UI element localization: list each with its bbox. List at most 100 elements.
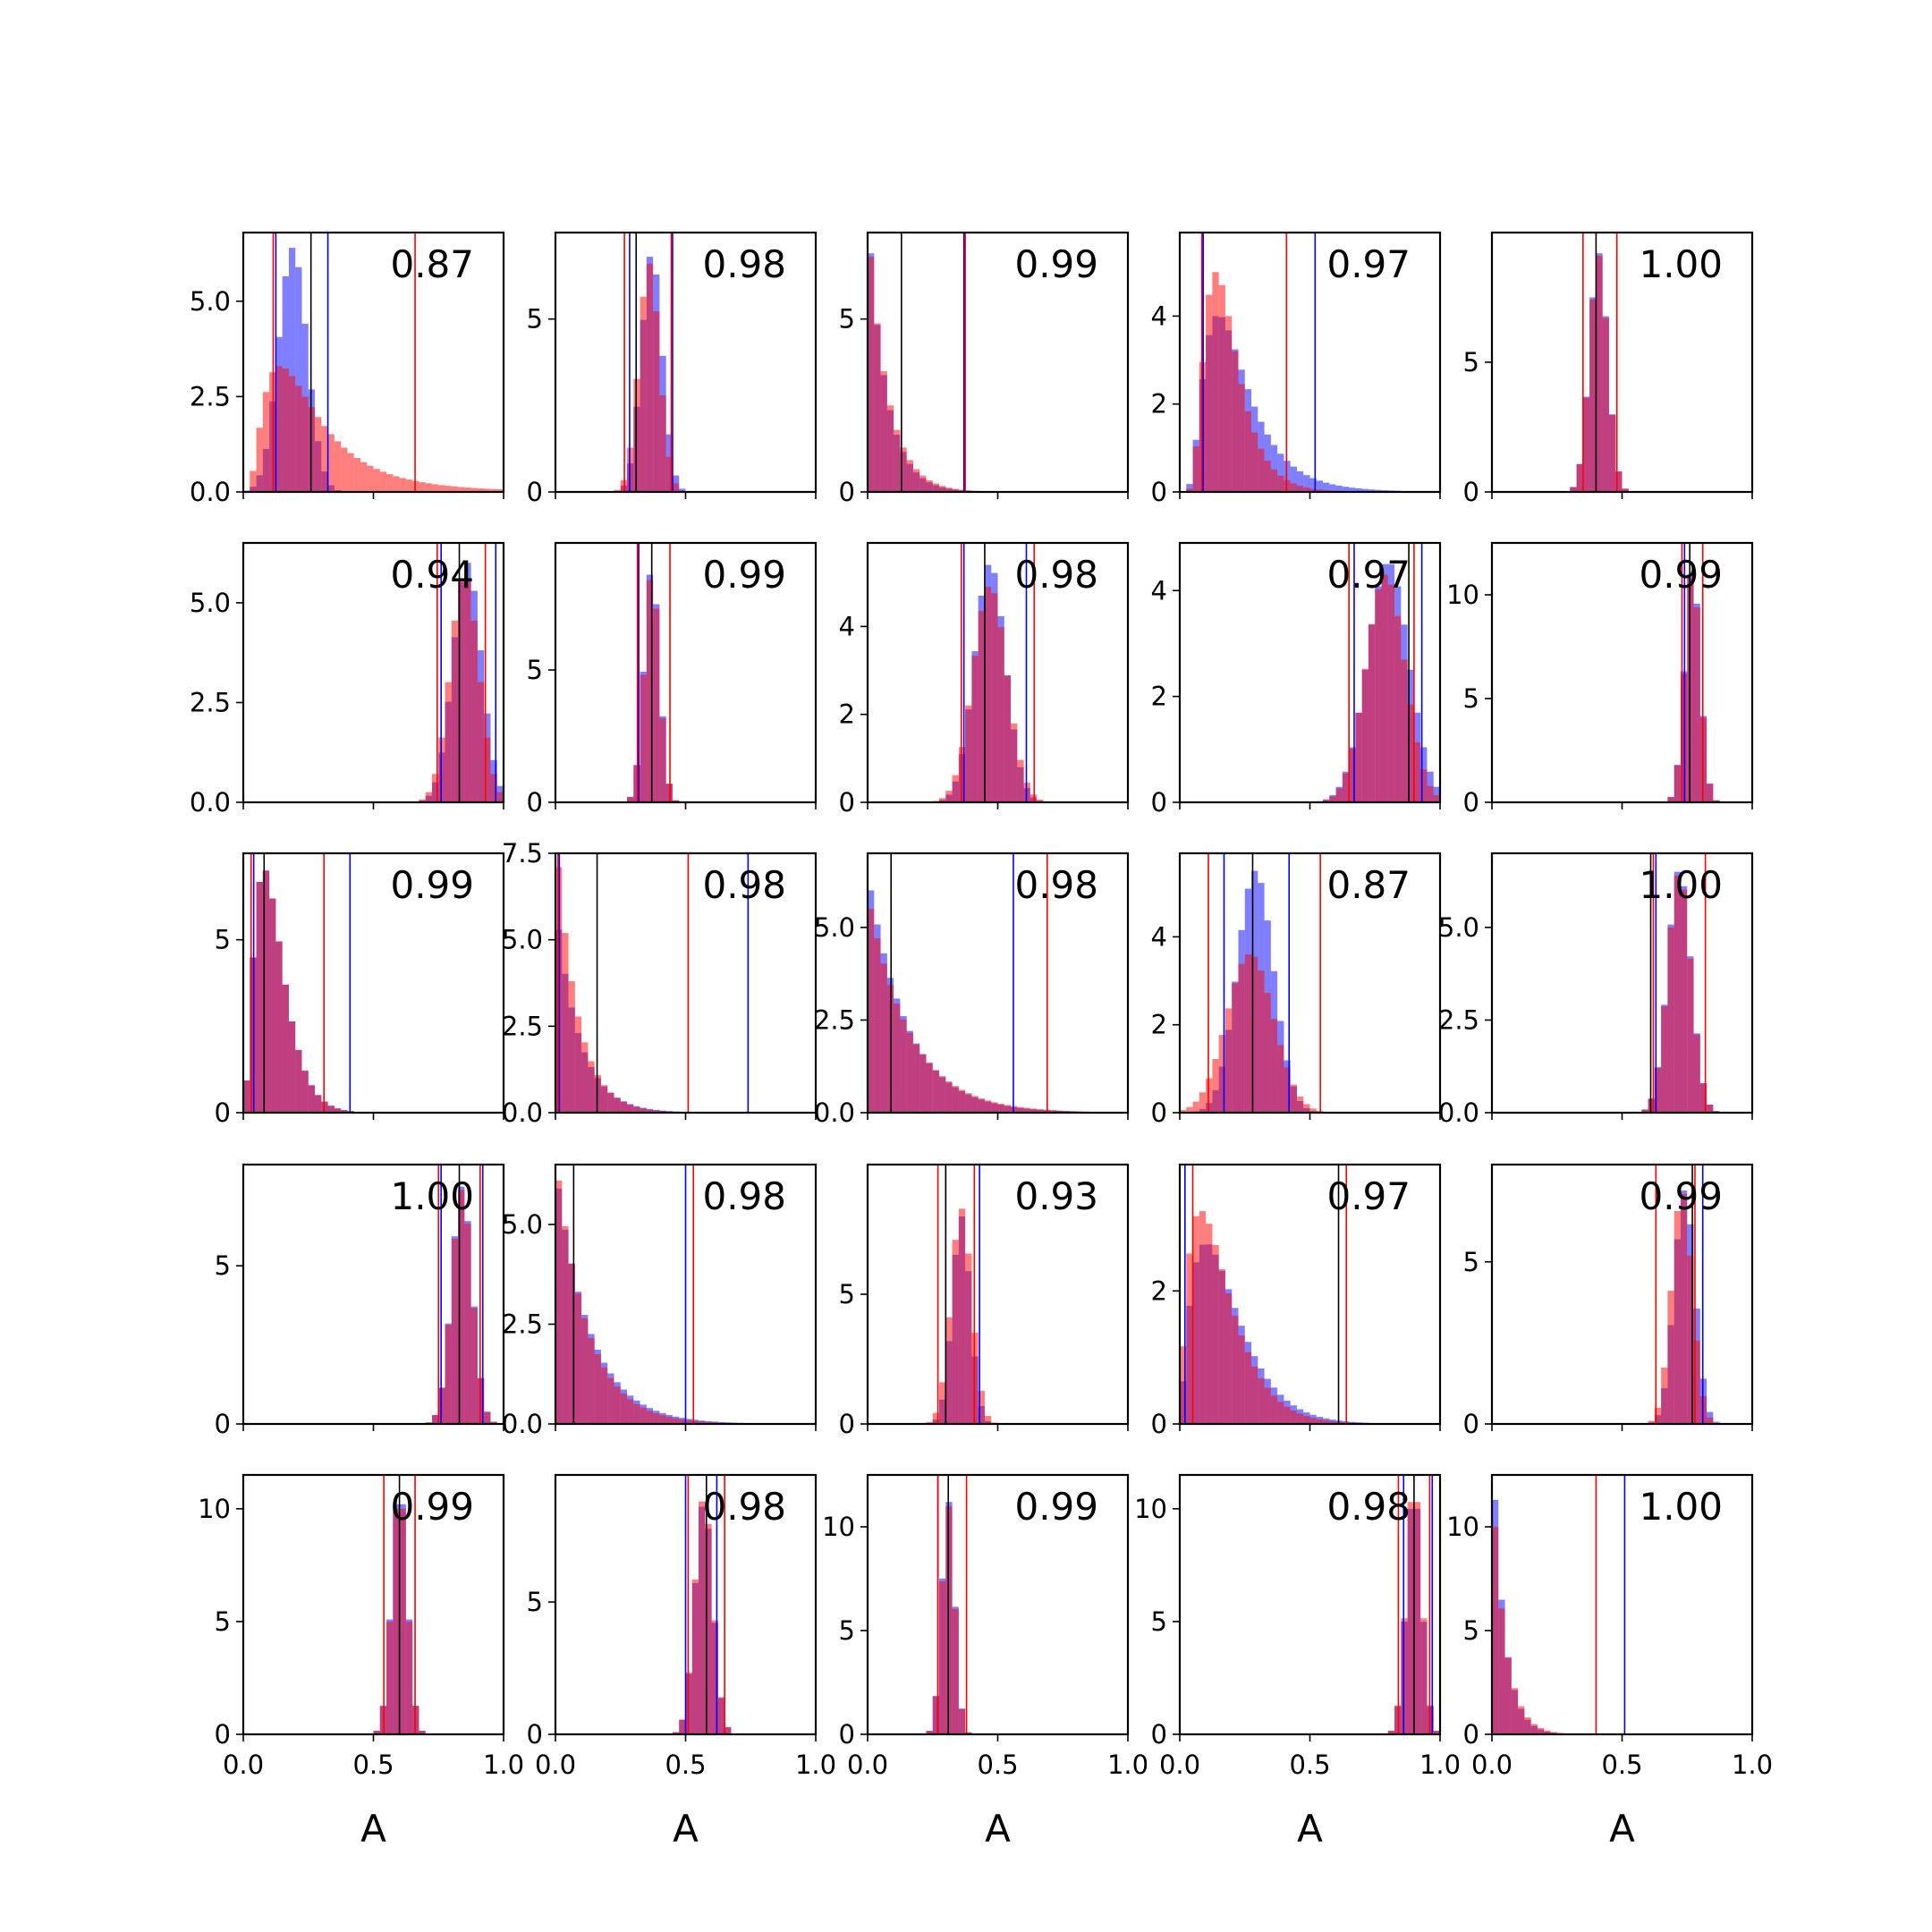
red-bar: [672, 1732, 680, 1734]
panel-score-label: 0.99: [390, 1485, 474, 1529]
red-bar: [477, 682, 485, 802]
blue-bar: [1303, 475, 1310, 492]
red-bar: [1674, 1210, 1681, 1424]
blue-bar: [1433, 786, 1440, 802]
panel-r4-c3: 050.93: [839, 1163, 1130, 1439]
red-bar: [894, 429, 901, 492]
red-bar: [1232, 983, 1239, 1113]
y-tick-label: 0: [1151, 1409, 1167, 1439]
red-bar: [1296, 1413, 1304, 1424]
red-bar: [1180, 1346, 1187, 1424]
red-bar: [458, 579, 465, 802]
red-bar: [1687, 1255, 1694, 1424]
red-bar: [1492, 1527, 1499, 1734]
red-bar: [1654, 1067, 1662, 1113]
red-bar: [574, 1293, 582, 1424]
red-bar: [620, 1101, 628, 1113]
blue-bar: [1323, 482, 1330, 492]
panel-score-label: 0.99: [1014, 242, 1098, 286]
red-bar: [1693, 606, 1700, 802]
red-bar: [1576, 464, 1583, 492]
red-bar: [932, 483, 940, 492]
panel-r2-c4: 0 2 4 0.97: [1151, 541, 1442, 818]
panel-r2-c5: 0 5 10 0.99: [1446, 541, 1754, 818]
red-bar: [1355, 712, 1362, 802]
red-bar: [919, 1054, 927, 1113]
red-bar: [991, 593, 998, 802]
red-bar: [321, 426, 328, 492]
y-tick-label: 5: [1463, 1247, 1479, 1277]
red-bar: [1218, 1268, 1225, 1424]
red-bar: [679, 1419, 686, 1424]
y-tick-label: 0: [215, 1409, 231, 1439]
red-bar: [640, 1407, 647, 1424]
red-bar: [393, 476, 400, 492]
red-bar: [1387, 584, 1395, 802]
red-bar: [1258, 970, 1265, 1113]
red-bar: [906, 460, 913, 492]
red-bar: [1387, 1730, 1395, 1734]
red-bar: [1290, 1084, 1297, 1113]
y-tick-label: 5: [215, 925, 231, 955]
x-axis-label: A: [985, 1807, 1011, 1851]
red-bar: [653, 1413, 660, 1424]
red-bar: [1713, 800, 1720, 802]
y-tick-label: 2.5: [190, 687, 231, 717]
red-bar: [1212, 272, 1219, 492]
red-bar: [705, 1421, 712, 1424]
red-bar: [1212, 1058, 1219, 1113]
red-bar: [607, 1377, 614, 1424]
red-bar: [379, 471, 387, 492]
red-bar: [1023, 1107, 1030, 1113]
x-tick-label: 0.5: [1289, 1750, 1330, 1780]
red-bar: [653, 311, 660, 492]
red-bar: [705, 1523, 712, 1734]
red-bar: [458, 487, 465, 492]
red-bar: [1277, 1402, 1284, 1424]
red-bar: [939, 1382, 946, 1424]
y-tick-label: 0: [1463, 1719, 1479, 1750]
x-axis-label: A: [1297, 1807, 1323, 1851]
red-bar: [1524, 1716, 1531, 1734]
red-bar: [1407, 1502, 1414, 1734]
y-tick-label: 2.5: [814, 1004, 855, 1035]
red-bar: [1192, 1101, 1199, 1113]
red-bar: [1329, 796, 1336, 802]
red-bar: [1186, 1106, 1193, 1113]
panel-r5-c2: 0 5 0.0 0.5 1.0 0.98 A: [527, 1473, 836, 1851]
red-bar: [1433, 795, 1440, 802]
y-tick-label: 5: [1463, 683, 1479, 714]
panel-r3-c4: 0 2 4 0.87: [1151, 852, 1442, 1128]
y-tick-label: 2.5: [1438, 1004, 1479, 1035]
y-tick-label: 5: [527, 304, 543, 335]
red-bar: [711, 1620, 718, 1734]
red-bar: [1582, 397, 1590, 492]
red-bar: [1264, 992, 1271, 1113]
red-bar: [640, 296, 647, 492]
panel-score-label: 0.98: [702, 242, 786, 286]
red-bar: [588, 1337, 595, 1424]
red-bar: [1224, 1008, 1233, 1113]
red-bar: [360, 462, 368, 492]
red-bar: [393, 1508, 400, 1734]
blue-bar: [1713, 1421, 1720, 1424]
y-tick-label: 5.0: [190, 286, 231, 317]
red-bar: [1375, 589, 1382, 802]
red-bar: [1192, 1216, 1199, 1424]
red-bar: [288, 1021, 296, 1113]
red-bar: [315, 417, 322, 492]
x-tick-label: 1.0: [795, 1750, 836, 1780]
red-bar: [912, 1044, 920, 1113]
red-bar: [1707, 784, 1714, 802]
red-bar: [659, 394, 666, 492]
blue-bar: [1309, 478, 1317, 492]
red-bar: [1361, 668, 1368, 802]
panel-score-label: 0.99: [1639, 1174, 1723, 1218]
panel-score-label: 0.98: [702, 863, 786, 907]
red-bar: [894, 1004, 901, 1113]
blue-bar: [1186, 484, 1193, 492]
red-bar: [327, 1106, 335, 1113]
red-bar: [425, 792, 432, 802]
red-bar: [945, 1081, 953, 1113]
red-bar: [568, 981, 575, 1113]
